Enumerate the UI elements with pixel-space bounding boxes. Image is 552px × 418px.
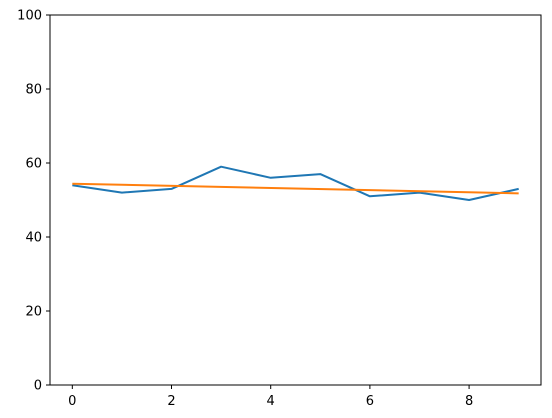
y-axis: 0 20 40 60 80 100 <box>17 9 50 394</box>
y-tick-label: 40 <box>25 231 42 246</box>
series-layer <box>72 165 519 201</box>
x-tick-label: 0 <box>68 394 76 409</box>
x-axis: 0 2 4 6 8 <box>68 385 473 409</box>
series-line-1 <box>72 165 519 201</box>
y-tick-label: 80 <box>25 83 42 98</box>
y-tick-label: 60 <box>25 157 42 172</box>
x-tick-label: 2 <box>167 394 175 409</box>
y-tick-label: 100 <box>17 9 42 24</box>
x-tick-label: 4 <box>267 394 275 409</box>
x-tick-label: 8 <box>465 394 473 409</box>
y-tick-label: 20 <box>25 305 42 320</box>
series-line-2 <box>72 182 519 195</box>
y-tick-label: 0 <box>34 379 42 394</box>
axes-frame <box>49 14 542 386</box>
x-tick-label: 6 <box>366 394 374 409</box>
